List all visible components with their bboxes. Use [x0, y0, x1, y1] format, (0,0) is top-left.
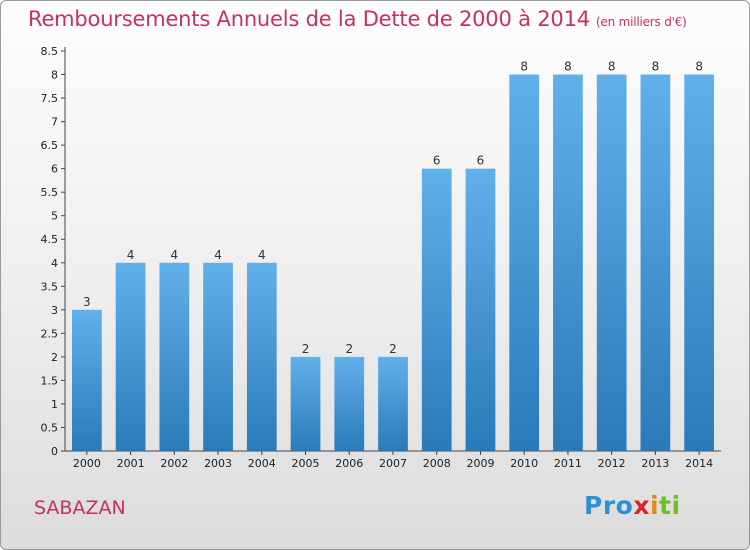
bar-2003[interactable] — [203, 262, 233, 451]
y-tick-label: 6 — [51, 163, 58, 176]
bar-2001[interactable] — [115, 262, 146, 451]
x-tick-label: 2001 — [117, 457, 145, 470]
chart-title-text: Remboursements Annuels de la Dette de 20… — [28, 7, 590, 31]
y-tick-label: 2.5 — [41, 327, 59, 340]
x-tick-label: 2005 — [292, 457, 320, 470]
chart-title: Remboursements Annuels de la Dette de 20… — [28, 7, 687, 31]
bar-2012[interactable] — [596, 74, 627, 451]
data-label: 2 — [302, 342, 310, 356]
bar-2004[interactable] — [246, 262, 277, 451]
y-tick-label: 7.5 — [41, 92, 59, 105]
x-tick-label: 2007 — [379, 457, 407, 470]
bar-2002[interactable] — [159, 262, 190, 451]
y-tick-label: 2 — [51, 351, 58, 364]
y-tick-label: 8 — [51, 69, 58, 82]
x-tick-label: 2008 — [423, 457, 451, 470]
data-label: 4 — [258, 248, 266, 262]
chart-unit: (en milliers d'€) — [595, 15, 687, 29]
x-tick-label: 2013 — [641, 457, 669, 470]
bar-2011[interactable] — [553, 74, 583, 451]
y-tick-label: 5 — [51, 210, 58, 223]
y-tick-label: 6.5 — [41, 139, 59, 152]
y-tick-label: 7 — [51, 116, 58, 129]
y-tick-label: 3 — [51, 304, 58, 317]
data-label: 8 — [564, 60, 572, 74]
bar-2008[interactable] — [421, 168, 452, 451]
bar-2000[interactable] — [71, 309, 102, 451]
x-tick-label: 2014 — [685, 457, 713, 470]
x-tick-label: 2006 — [335, 457, 363, 470]
x-tick-label: 2011 — [554, 457, 582, 470]
data-label: 6 — [433, 154, 441, 168]
bar-2009[interactable] — [465, 168, 496, 451]
x-axis: 2000 2001 2002 2003 2004 2005 2006 2007 2008 2009… — [65, 450, 721, 470]
data-label: 4 — [214, 248, 222, 262]
y-tick-label: 0.5 — [41, 421, 59, 434]
data-label: 8 — [520, 60, 528, 74]
bar-2010[interactable] — [509, 74, 540, 451]
x-tick-label: 2004 — [248, 457, 276, 470]
data-label: 2 — [345, 342, 353, 356]
y-tick-label: 5.5 — [41, 186, 59, 199]
x-tick-label: 2000 — [73, 457, 101, 470]
y-tick-label: 4.5 — [41, 233, 59, 246]
x-tick-label: 2002 — [160, 457, 188, 470]
data-label: 3 — [83, 295, 91, 309]
y-axis: 0 0.5 1 1.5 2 2.5 3 3.5 4 4.5 5 5.5 6 6.5 7 7.5 8 8.5 — [41, 45, 66, 458]
y-tick-label: 8.5 — [41, 45, 59, 58]
x-tick-label: 2003 — [204, 457, 232, 470]
bar-2014[interactable] — [684, 74, 715, 451]
y-tick-label: 1.5 — [41, 374, 59, 387]
data-label: 8 — [652, 60, 660, 74]
bar-2013[interactable] — [640, 74, 671, 451]
x-tick-label: 2010 — [510, 457, 538, 470]
bar-series — [71, 74, 715, 451]
data-label: 8 — [608, 60, 616, 74]
data-label: 4 — [171, 248, 179, 262]
x-tick-label: 2012 — [598, 457, 626, 470]
proxiti-logo[interactable]: Proxiti — [584, 491, 681, 520]
data-labels: 3 4 4 4 4 2 2 2 6 6 8 8 8 8 8 — [83, 60, 703, 356]
bar-2007[interactable] — [378, 356, 408, 451]
x-tick-label: 2009 — [466, 457, 494, 470]
commune-name: SABAZAN — [34, 497, 126, 519]
y-tick-label: 1 — [51, 398, 58, 411]
data-label: 2 — [389, 342, 397, 356]
data-label: 4 — [127, 248, 135, 262]
data-label: 6 — [477, 154, 485, 168]
y-tick-label: 3.5 — [41, 280, 59, 293]
data-label: 8 — [695, 60, 703, 74]
bar-2006[interactable] — [334, 356, 365, 451]
bar-2005[interactable] — [290, 356, 321, 451]
y-tick-label: 4 — [51, 257, 58, 270]
y-tick-label: 0 — [51, 445, 58, 458]
